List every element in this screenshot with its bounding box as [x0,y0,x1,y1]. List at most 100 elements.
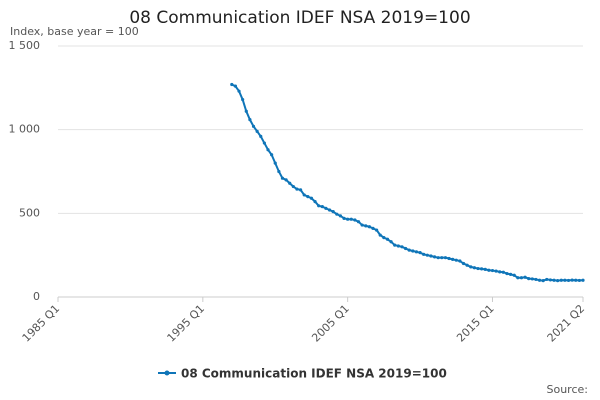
point [375,228,379,232]
point [298,188,303,192]
y-axis-label: Index, base year = 100 [10,25,139,38]
point [432,255,437,259]
point [556,279,560,283]
point [422,252,426,256]
point [288,181,292,185]
x-tick-label: 1985 Q1 [20,302,63,345]
x-tick-label: 2021 Q2 [545,302,588,345]
point [251,124,256,128]
point [313,200,317,204]
point [295,187,299,191]
point [461,261,466,266]
point [349,217,353,221]
point [469,265,473,269]
point [389,240,393,244]
point [356,220,361,224]
point [566,278,571,283]
point [447,256,451,261]
x-tick-label: 1995 Q1 [165,302,208,345]
point [548,278,553,282]
point [284,178,288,182]
point [414,250,419,254]
point [559,278,563,282]
point [367,225,371,229]
point [505,271,509,276]
y-tick-label: 1 500 [9,39,41,52]
point [494,269,498,273]
point [490,268,495,273]
point [545,277,549,282]
point [335,212,339,216]
point [436,256,440,260]
point [259,134,263,138]
series-line [231,83,584,282]
point [385,237,390,241]
point [338,214,343,218]
point [309,196,314,200]
point [581,278,585,282]
point [331,210,335,214]
point [255,129,259,133]
point [487,268,491,272]
point [411,249,415,253]
point [346,217,350,221]
point [244,109,248,113]
point [480,267,484,271]
point [512,273,516,277]
point [230,82,234,87]
point [403,246,408,251]
point [291,184,295,189]
point [541,279,545,283]
point [574,278,578,282]
point [498,270,502,274]
y-tick-label: 1 000 [9,123,41,136]
point [277,169,281,174]
point [273,161,277,165]
source: Source: [547,383,589,396]
point [501,270,505,274]
point [537,278,542,282]
point [454,258,458,262]
point [530,277,534,281]
point [342,216,346,220]
x-tick-label: 2015 Q1 [454,302,497,345]
point [280,176,285,180]
point [360,223,364,227]
point [458,259,462,263]
y-tick-label: 500 [19,206,40,219]
point [451,257,455,261]
point [440,256,444,260]
point [476,266,480,271]
point [378,233,382,237]
legend-label: 08 Communication IDEF NSA 2019=100 [181,367,447,381]
point [516,276,520,280]
point [552,278,556,282]
point [270,153,274,157]
point [443,256,448,260]
point [534,277,538,282]
point [320,205,324,209]
point [563,278,567,282]
point [248,118,252,122]
point [425,253,429,257]
point [577,278,581,283]
point [266,148,270,152]
point [527,276,531,281]
point [407,248,411,252]
point [364,224,368,228]
y-tick-label: 0 [33,290,40,303]
point [570,278,574,282]
point [306,195,310,199]
point [302,193,306,197]
point [465,263,469,267]
point [519,276,524,280]
point [237,89,241,93]
point [241,97,245,102]
point [472,266,476,270]
x-tick-label: 2005 Q1 [309,302,352,345]
point [483,267,487,271]
point [233,84,238,88]
point [382,235,386,240]
point [324,206,328,210]
